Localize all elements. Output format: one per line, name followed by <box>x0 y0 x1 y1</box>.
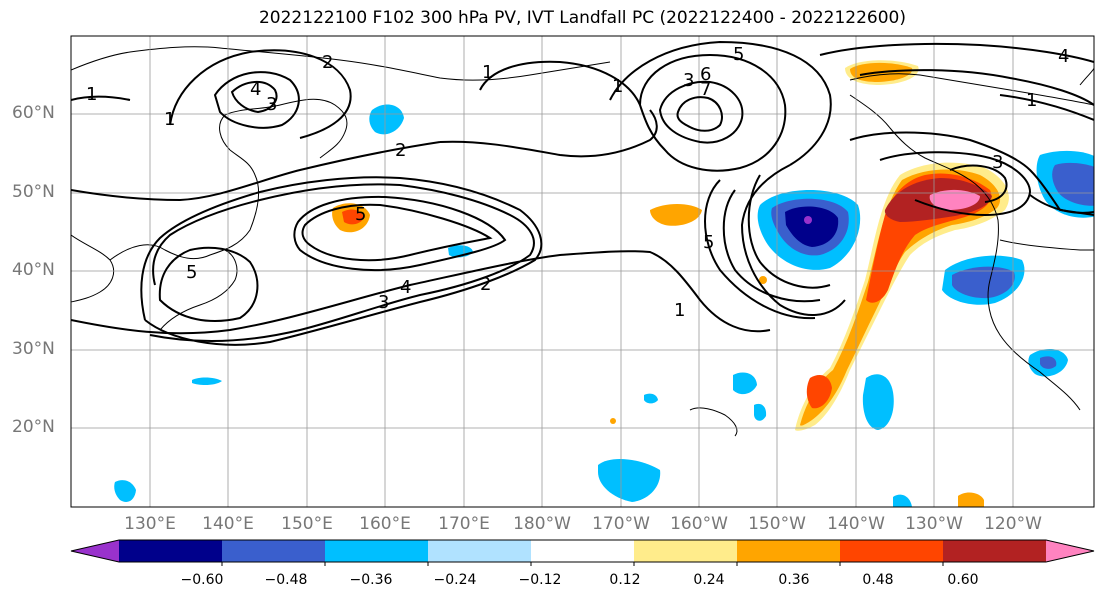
positive-anomaly-blob <box>342 209 364 225</box>
negative-anomaly-blob <box>893 494 912 507</box>
contour-label: 2 <box>322 52 333 73</box>
negative-anomaly-blob <box>754 403 767 421</box>
positive-anomaly-plume <box>806 375 832 409</box>
positive-anomaly-plume <box>800 169 1001 426</box>
positive-anomaly-blob <box>610 418 616 424</box>
lon-label: 130°W <box>905 514 963 534</box>
ivt-shading <box>114 60 1094 507</box>
colorbar <box>70 539 1095 566</box>
negative-anomaly-blob <box>1040 356 1057 369</box>
figure-title: 2022122100 F102 300 hPa PV, IVT Landfall… <box>258 8 906 28</box>
colorbar-outline <box>70 539 1095 563</box>
contour-label: 5 <box>703 232 714 253</box>
contour-label: 1 <box>612 76 623 97</box>
lon-label: 150°W <box>748 514 806 534</box>
lon-label: 150°E <box>281 514 333 534</box>
colorbar-extend-high <box>1046 540 1094 562</box>
negative-anomaly-blob <box>598 458 661 502</box>
lon-label: 130°E <box>124 514 176 534</box>
contour-labels: 1 1 1 1 1 1 2 2 2 3 3 3 3 4 4 4 5 5 5 5 … <box>86 44 1069 321</box>
colorbar-tick-label: 0.60 <box>947 572 979 588</box>
negative-anomaly-blob <box>733 372 757 395</box>
negative-anomaly-blob <box>192 377 222 386</box>
negative-anomaly-blob <box>369 104 404 135</box>
contour-label: 3 <box>266 94 277 115</box>
negative-anomaly-blob <box>804 216 812 224</box>
colorbar-tick-label: 0.36 <box>778 572 810 588</box>
colorbar-segment <box>325 540 429 562</box>
contour-label: 4 <box>1058 46 1069 67</box>
colorbar-segment <box>634 540 738 562</box>
colorbar-segment <box>428 540 532 562</box>
positive-anomaly-blob <box>650 204 702 226</box>
negative-anomaly-blob <box>862 374 894 430</box>
colorbar-extend-low <box>71 540 119 562</box>
colorbar-segment <box>222 540 326 562</box>
lon-label: 160°E <box>359 514 411 534</box>
contour-label: 7 <box>700 79 711 100</box>
contour-label: 1 <box>164 109 175 130</box>
lat-label: 20°N <box>12 417 55 437</box>
coastlines <box>71 46 1094 437</box>
contour-label: 2 <box>480 274 491 295</box>
lon-label: 170°W <box>592 514 650 534</box>
colorbar-tick-label: −0.36 <box>349 572 393 588</box>
contour-label: 3 <box>683 70 694 91</box>
contour-label: 1 <box>674 300 685 321</box>
positive-anomaly-blob <box>958 492 984 507</box>
gridlines <box>71 36 1094 507</box>
colorbar-segment <box>737 540 841 562</box>
contour-label: 6 <box>700 64 711 85</box>
lon-label: 140°W <box>827 514 885 534</box>
contour-label: 2 <box>395 140 406 161</box>
lon-label: 180°W <box>513 514 571 534</box>
lat-label: 30°N <box>12 339 55 359</box>
colorbar-tick-label: −0.48 <box>264 572 308 588</box>
contour-label: 1 <box>1026 90 1037 111</box>
lon-label: 170°E <box>438 514 490 534</box>
colorbar-tick-label: 0.24 <box>693 572 725 588</box>
negative-anomaly-blob <box>114 480 136 502</box>
colorbar-tick-label: 0.48 <box>862 572 894 588</box>
map-frame <box>70 35 1095 508</box>
pv-contours <box>71 40 1094 346</box>
negative-anomaly-blob <box>785 206 839 247</box>
contour-label: 5 <box>355 204 366 225</box>
colorbar-segment <box>943 540 1047 562</box>
contour-label: 4 <box>250 79 261 100</box>
positive-anomaly-blob <box>759 276 767 284</box>
map-background <box>71 36 1094 507</box>
lon-label: 140°E <box>202 514 254 534</box>
colorbar-tick-label: −0.60 <box>180 572 224 588</box>
lon-label: 160°W <box>670 514 728 534</box>
contour-label: 3 <box>378 292 389 313</box>
colorbar-tick-label: 0.12 <box>609 572 641 588</box>
colorbar-segment <box>119 540 223 562</box>
negative-anomaly-blob <box>644 393 658 404</box>
negative-anomaly-blob <box>952 266 1015 299</box>
lon-label: 120°W <box>984 514 1042 534</box>
lat-label: 50°N <box>12 182 55 202</box>
contour-label: 3 <box>992 152 1003 173</box>
positive-anomaly-plume <box>929 189 980 210</box>
lat-label: 40°N <box>12 260 55 280</box>
contour-label: 5 <box>733 44 744 65</box>
colorbar-tick-label: −0.12 <box>518 572 562 588</box>
contour-label: 1 <box>86 84 97 105</box>
colorbar-tick-label: −0.24 <box>433 572 477 588</box>
colorbar-segment <box>840 540 944 562</box>
colorbar-segment <box>531 540 635 562</box>
lat-label: 60°N <box>12 103 55 123</box>
negative-anomaly-blob <box>1052 162 1094 206</box>
contour-label: 4 <box>400 277 411 298</box>
contour-label: 5 <box>186 262 197 283</box>
contour-label: 1 <box>482 62 493 83</box>
